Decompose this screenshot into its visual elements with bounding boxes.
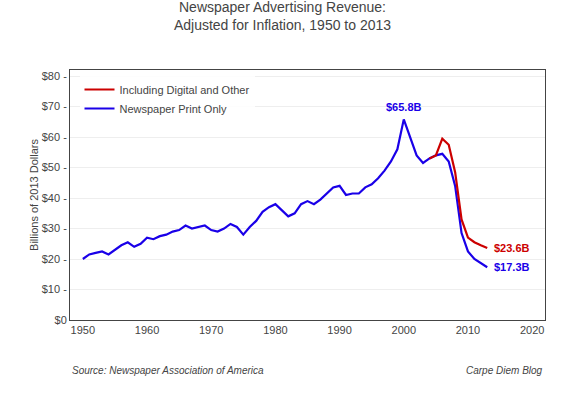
svg-text:$10 -: $10 - xyxy=(42,283,67,295)
svg-text:Source: Newspaper Association: Source: Newspaper Association of America xyxy=(72,365,264,376)
svg-text:$70 -: $70 - xyxy=(42,100,67,112)
svg-text:$20 -: $20 - xyxy=(42,253,67,265)
svg-text:Carpe Diem Blog: Carpe Diem Blog xyxy=(466,365,543,376)
svg-text:$80 -: $80 - xyxy=(42,70,67,82)
svg-text:$60 -: $60 - xyxy=(42,131,67,143)
svg-text:$65.8B: $65.8B xyxy=(386,101,422,113)
svg-text:$0: $0 xyxy=(55,314,67,326)
svg-text:Including Digital and Other: Including Digital and Other xyxy=(120,84,250,96)
svg-text:Newspaper Print Only: Newspaper Print Only xyxy=(120,103,227,115)
svg-text:$40 -: $40 - xyxy=(42,192,67,204)
svg-text:$17.3B: $17.3B xyxy=(494,261,530,273)
svg-text:1960: 1960 xyxy=(135,324,159,336)
svg-text:$30 -: $30 - xyxy=(42,222,67,234)
svg-text:$50 -: $50 - xyxy=(42,161,67,173)
svg-text:1990: 1990 xyxy=(327,324,351,336)
svg-text:2020: 2020 xyxy=(520,324,544,336)
svg-text:Newspaper Advertising Revenue:: Newspaper Advertising Revenue:Adjusted f… xyxy=(174,0,391,33)
svg-text:1950: 1950 xyxy=(71,324,95,336)
svg-text:2000: 2000 xyxy=(392,324,416,336)
svg-text:1980: 1980 xyxy=(263,324,287,336)
svg-text:Billions of 2013 Dollars: Billions of 2013 Dollars xyxy=(28,139,40,251)
svg-text:2010: 2010 xyxy=(456,324,480,336)
svg-text:$23.6B: $23.6B xyxy=(494,242,530,254)
svg-text:1970: 1970 xyxy=(199,324,223,336)
